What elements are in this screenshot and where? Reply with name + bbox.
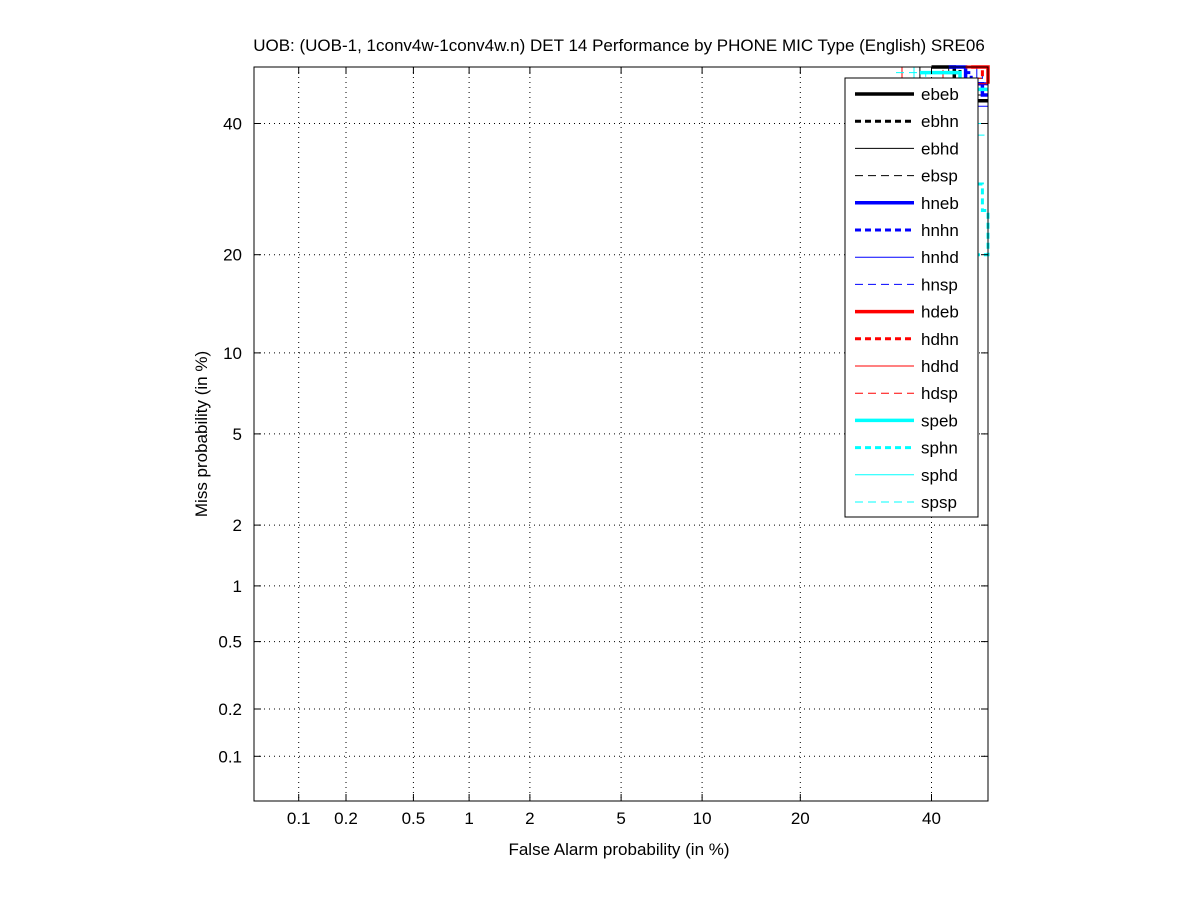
legend-label-hneb: hneb (921, 194, 959, 213)
legend-label-spsp: spsp (921, 493, 957, 512)
x-tick-label: 1 (464, 809, 473, 828)
legend-label-hnhn: hnhn (921, 221, 959, 240)
legend-label-hnhd: hnhd (921, 248, 959, 267)
legend-label-speb: speb (921, 411, 958, 430)
legend: ebeb ebhn ebhd ebsp hneb hnhn hnhd hnsp hdeb hdhn… (844, 77, 979, 518)
x-tick-label: 0.5 (402, 809, 426, 828)
y-tick-label: 0.5 (218, 633, 242, 652)
legend-label-hdhd: hdhd (921, 357, 959, 376)
x-tick-label: 40 (922, 809, 941, 828)
x-tick-label: 0.1 (287, 809, 311, 828)
legend-label-sphn: sphn (921, 439, 958, 458)
y-tick-label: 1 (233, 577, 242, 596)
x-tick-label: 2 (525, 809, 534, 828)
legend-box (844, 77, 979, 518)
y-tick-label: 20 (223, 246, 242, 265)
y-axis-label: Miss probability (in %) (192, 351, 211, 517)
x-axis-label: False Alarm probability (in %) (508, 840, 729, 859)
x-tick-label: 20 (791, 809, 810, 828)
legend-label-hdhn: hdhn (921, 330, 959, 349)
x-tick-label: 0.2 (334, 809, 358, 828)
legend-label-ebhd: ebhd (921, 139, 959, 158)
legend-label-ebsp: ebsp (921, 167, 958, 186)
legend-label-hdsp: hdsp (921, 384, 958, 403)
chart-title: UOB: (UOB-1, 1conv4w-1conv4w.n) DET 14 P… (253, 36, 985, 55)
legend-label-ebhn: ebhn (921, 112, 959, 131)
axis-ticks: 0.1 0.2 0.5 1 2 5 10 20 40 0.1 0.2 0.5 1 2 5 10 20 40 (218, 67, 988, 828)
y-tick-label: 5 (233, 425, 242, 444)
legend-label-sphd: sphd (921, 466, 958, 485)
y-tick-label: 10 (223, 344, 242, 363)
y-tick-label: 0.1 (218, 747, 242, 766)
y-tick-label: 0.2 (218, 700, 242, 719)
legend-label-hnsp: hnsp (921, 275, 958, 294)
x-tick-label: 10 (693, 809, 712, 828)
legend-label-hdeb: hdeb (921, 303, 959, 322)
y-tick-label: 2 (233, 516, 242, 535)
x-tick-label: 5 (616, 809, 625, 828)
y-tick-label: 40 (223, 115, 242, 134)
series-line-hnsp (960, 66, 988, 90)
legend-label-ebeb: ebeb (921, 85, 959, 104)
